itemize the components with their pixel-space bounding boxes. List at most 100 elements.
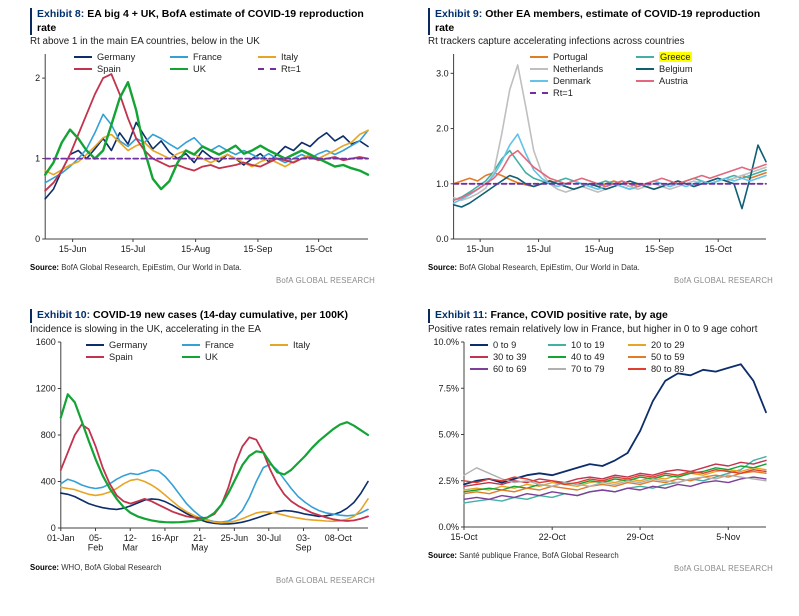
exhibit-label: Exhibit 9:	[435, 8, 483, 20]
series-line-uk	[59, 393, 370, 524]
legend-line-swatch	[636, 68, 654, 71]
exhibit-grid: Exhibit 8: EA big 4 + UK, BofA estimate …	[30, 8, 775, 585]
brand-note: BofA GLOBAL RESEARCH	[673, 563, 773, 573]
series-line-denmark	[452, 133, 767, 205]
legend-line-swatch	[86, 355, 104, 358]
legend-item: 40 to 49	[548, 352, 605, 362]
source-label: Source:	[30, 562, 60, 572]
x-tick-label: 16-Apr	[151, 533, 178, 543]
source-note: Source: BofA Global Research, EpiEstim, …	[428, 263, 773, 272]
legend-line-swatch	[470, 367, 488, 370]
y-tick-label: 2.0	[436, 124, 449, 134]
exhibit-9-title: Exhibit 9: Other EA members, estimate of…	[428, 8, 773, 36]
series-line-austria	[452, 150, 767, 202]
legend-label: Spain	[97, 64, 121, 75]
legend-item: 50 to 59	[628, 352, 685, 362]
source-note: Source: WHO, BofA Global Research	[30, 563, 375, 572]
legend-label: Rt=1	[553, 88, 573, 99]
x-tick-label: 01-Jan	[47, 533, 75, 543]
chart-area: 0 400 800 1200 1600 01-Jan 05-Feb 12-Mar 16-Apr 2…	[30, 337, 375, 561]
legend-label: Netherlands	[553, 64, 604, 75]
exhibit-label: Exhibit 8:	[37, 8, 85, 20]
series-line-germany	[44, 121, 369, 200]
legend-line-swatch	[530, 56, 548, 59]
x-tick-label: 15-Oct	[305, 244, 333, 254]
legend-line-swatch	[170, 68, 188, 71]
y-tick-label: 7.5%	[438, 383, 459, 393]
legend-item: 80 to 89	[628, 364, 685, 374]
x-tick-label: 08-Oct	[325, 533, 353, 543]
legend-label: Austria	[659, 76, 688, 87]
line-chart-canvas: 0.0 1.0 2.0 3.0 15-Jun 15-Jul 15-Aug 15-Sep 15-O…	[436, 54, 767, 254]
legend-label: Greece	[659, 52, 692, 63]
legend-item: France	[170, 52, 222, 62]
legend-line-swatch	[270, 343, 288, 346]
legend-item: France	[182, 340, 234, 350]
legend-label: 60 to 69	[493, 363, 527, 374]
source-label: Source:	[428, 263, 458, 273]
y-tick-label: 1600	[36, 337, 56, 347]
legend-line-swatch	[470, 355, 488, 358]
legend-line-swatch	[548, 343, 566, 346]
source-text: BofA Global Research, EpiEstim, Our Worl…	[61, 263, 242, 273]
exhibit-10-panel: Exhibit 10: COVID-19 new cases (14-day c…	[30, 309, 375, 585]
legend-label: 40 to 49	[571, 351, 605, 362]
series-line-uk	[43, 81, 370, 191]
exhibit-title-text: Other EA members, estimate of COVID-19 r…	[435, 8, 761, 34]
legend-line-swatch	[530, 68, 548, 71]
x-tick-label: 15-Jun	[466, 244, 494, 254]
exhibit-label: Exhibit 11:	[435, 309, 488, 322]
line-chart-canvas: 0 1 2 15-Jun 15-Jul 15-Aug 15-Sep 15-Oct	[35, 54, 370, 254]
legend-label: UK	[193, 64, 206, 75]
exhibit-subtitle: Positive rates remain relatively low in …	[428, 323, 758, 335]
x-tick-label: 5-Nov	[716, 532, 741, 542]
legend-line-swatch	[628, 343, 646, 346]
chart-legend: 0 to 9 10 to 19 20 to 29 30 to 39 40 to 49 50…	[470, 340, 704, 374]
exhibit-title-text: EA big 4 + UK, BofA estimate of COVID-19…	[37, 8, 364, 34]
legend-label: 20 to 29	[651, 339, 685, 350]
y-tick-label: 3.0	[436, 69, 449, 79]
legend-label: France	[205, 339, 234, 350]
report-page: Exhibit 8: EA big 4 + UK, BofA estimate …	[30, 8, 775, 585]
legend-item: Austria	[636, 76, 688, 86]
y-tick-label: 0	[35, 234, 40, 244]
legend-label: Portugal	[553, 52, 588, 63]
legend-line-swatch	[628, 355, 646, 358]
exhibit-10-title: Exhibit 10: COVID-19 new cases (14-day c…	[30, 309, 375, 323]
source-text: WHO, BofA Global Research	[61, 562, 162, 572]
legend-item: 60 to 69	[470, 364, 527, 374]
y-tick-label: 800	[41, 430, 56, 440]
x-tick-label: 30-Jul	[257, 533, 282, 543]
legend-line-swatch	[86, 343, 104, 346]
y-tick-label: 0.0	[436, 234, 449, 244]
y-tick-label: 2	[35, 73, 40, 83]
brand-note: BofA GLOBAL RESEARCH	[673, 276, 773, 286]
exhibit-label: Exhibit 10:	[37, 309, 91, 322]
x-tick-label: 15-Oct	[705, 244, 733, 254]
legend-item: Belgium	[636, 64, 693, 74]
legend-line-swatch	[258, 68, 276, 71]
y-tick-label: 10.0%	[433, 337, 459, 347]
series-line-40-to-49	[463, 463, 767, 493]
legend-line-swatch	[258, 56, 276, 59]
legend-line-swatch	[182, 343, 200, 346]
x-tick-label: 25-Jun	[221, 533, 249, 543]
exhibit-11-title: Exhibit 11: France, COVID positive rate,…	[428, 309, 773, 323]
legend-item: Spain	[74, 64, 121, 74]
legend-item: UK	[182, 352, 218, 362]
series-line-germany	[59, 480, 369, 525]
exhibit-9-panel: Exhibit 9: Other EA members, estimate of…	[428, 8, 773, 285]
legend-line-swatch	[548, 355, 566, 358]
brand-note: BofA GLOBAL RESEARCH	[275, 276, 375, 286]
legend-label: Italy	[293, 339, 311, 350]
x-tick-label: 12-Mar	[122, 533, 138, 553]
legend-item: Denmark	[530, 76, 591, 86]
chart-area: 0.0 1.0 2.0 3.0 15-Jun 15-Jul 15-Aug 15-Sep 15-O…	[428, 49, 773, 261]
x-tick-label: 21-May	[191, 533, 209, 553]
legend-line-swatch	[636, 80, 654, 83]
legend-label: France	[193, 52, 222, 63]
series-line-30-to-39	[463, 459, 767, 487]
legend-label: Italy	[281, 52, 299, 63]
x-tick-label: 15-Sep	[645, 244, 674, 254]
series-line-belgium	[452, 144, 767, 210]
